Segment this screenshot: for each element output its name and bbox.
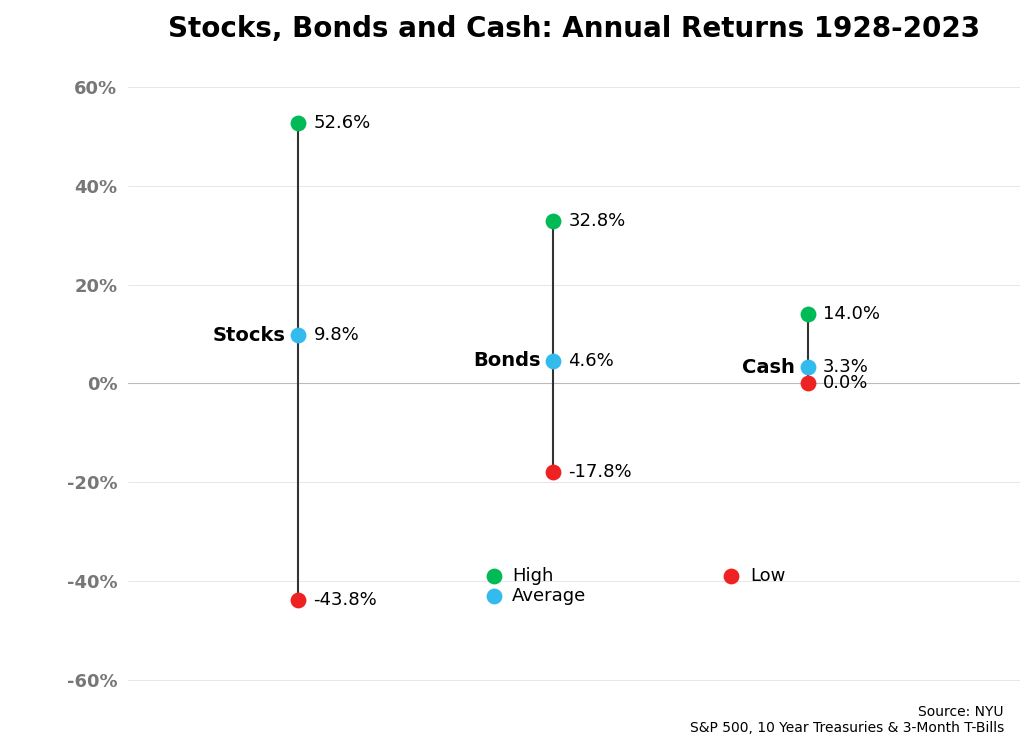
Point <box>544 466 561 478</box>
Text: 52.6%: 52.6% <box>314 114 371 132</box>
Text: Source: NYU
S&P 500, 10 Year Treasuries & 3-Month T-Bills: Source: NYU S&P 500, 10 Year Treasuries … <box>689 705 1004 735</box>
Point <box>485 571 502 583</box>
Point <box>485 590 502 602</box>
Text: Bonds: Bonds <box>473 351 540 370</box>
Text: 14.0%: 14.0% <box>823 305 880 323</box>
Text: Stocks: Stocks <box>212 326 286 344</box>
Text: 3.3%: 3.3% <box>823 358 869 376</box>
Text: -17.8%: -17.8% <box>568 463 632 481</box>
Point <box>799 362 816 374</box>
Title: Stocks, Bonds and Cash: Annual Returns 1928-2023: Stocks, Bonds and Cash: Annual Returns 1… <box>168 15 980 43</box>
Text: 0.0%: 0.0% <box>823 374 868 392</box>
Text: Cash: Cash <box>742 358 795 376</box>
Point <box>290 594 306 606</box>
Point <box>723 571 740 583</box>
Text: Average: Average <box>512 587 587 605</box>
Text: 4.6%: 4.6% <box>568 352 614 370</box>
Text: -43.8%: -43.8% <box>314 591 378 609</box>
Text: Low: Low <box>750 568 786 586</box>
Text: 32.8%: 32.8% <box>568 212 625 230</box>
Text: High: High <box>512 568 554 586</box>
Text: 9.8%: 9.8% <box>314 326 359 344</box>
Point <box>544 215 561 227</box>
Point <box>799 308 816 320</box>
Point <box>544 355 561 367</box>
Point <box>290 117 306 129</box>
Point <box>799 377 816 389</box>
Point <box>290 329 306 341</box>
